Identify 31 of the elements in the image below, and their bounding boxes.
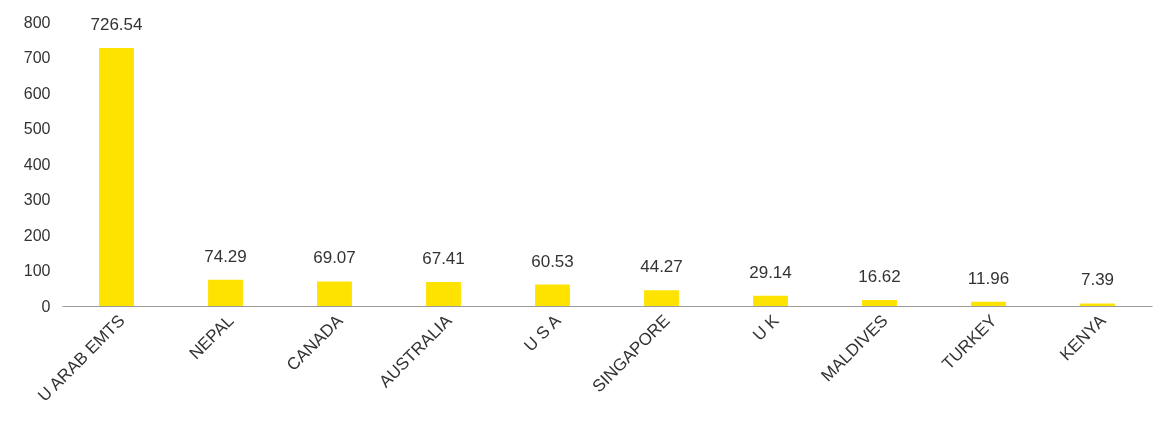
bar xyxy=(753,295,788,306)
y-tick-label: 600 xyxy=(23,84,51,102)
bar xyxy=(644,290,679,306)
bar xyxy=(426,282,461,306)
data-label: 7.39 xyxy=(1080,270,1115,290)
y-tick-label: 300 xyxy=(23,191,51,208)
data-label: 11.96 xyxy=(967,268,1010,288)
bar xyxy=(317,281,352,306)
data-label: 29.14 xyxy=(749,262,792,282)
y-tick-label: 200 xyxy=(23,226,51,244)
y-tick-label: 0 xyxy=(41,297,51,315)
y-tick-label: 400 xyxy=(23,155,51,173)
bar xyxy=(99,48,134,306)
x-tick-label: U S A xyxy=(520,310,565,356)
bar xyxy=(1080,303,1115,306)
y-tick-label: 800 xyxy=(23,13,51,31)
data-label: 16.62 xyxy=(858,267,901,287)
bar xyxy=(862,300,897,306)
bar xyxy=(208,279,243,306)
y-tick-label: 700 xyxy=(23,49,51,66)
y-tick-label: 100 xyxy=(23,262,51,279)
data-label: 74.29 xyxy=(204,246,247,266)
data-label: 60.53 xyxy=(531,251,574,271)
y-tick-label: 500 xyxy=(23,120,51,137)
data-label: 726.54 xyxy=(90,15,143,35)
data-label: 44.27 xyxy=(640,257,683,277)
bar xyxy=(535,284,570,306)
bar xyxy=(971,301,1006,306)
data-label: 67.41 xyxy=(422,249,465,269)
x-tick-label: U K xyxy=(749,310,783,345)
data-label: 69.07 xyxy=(313,248,356,268)
